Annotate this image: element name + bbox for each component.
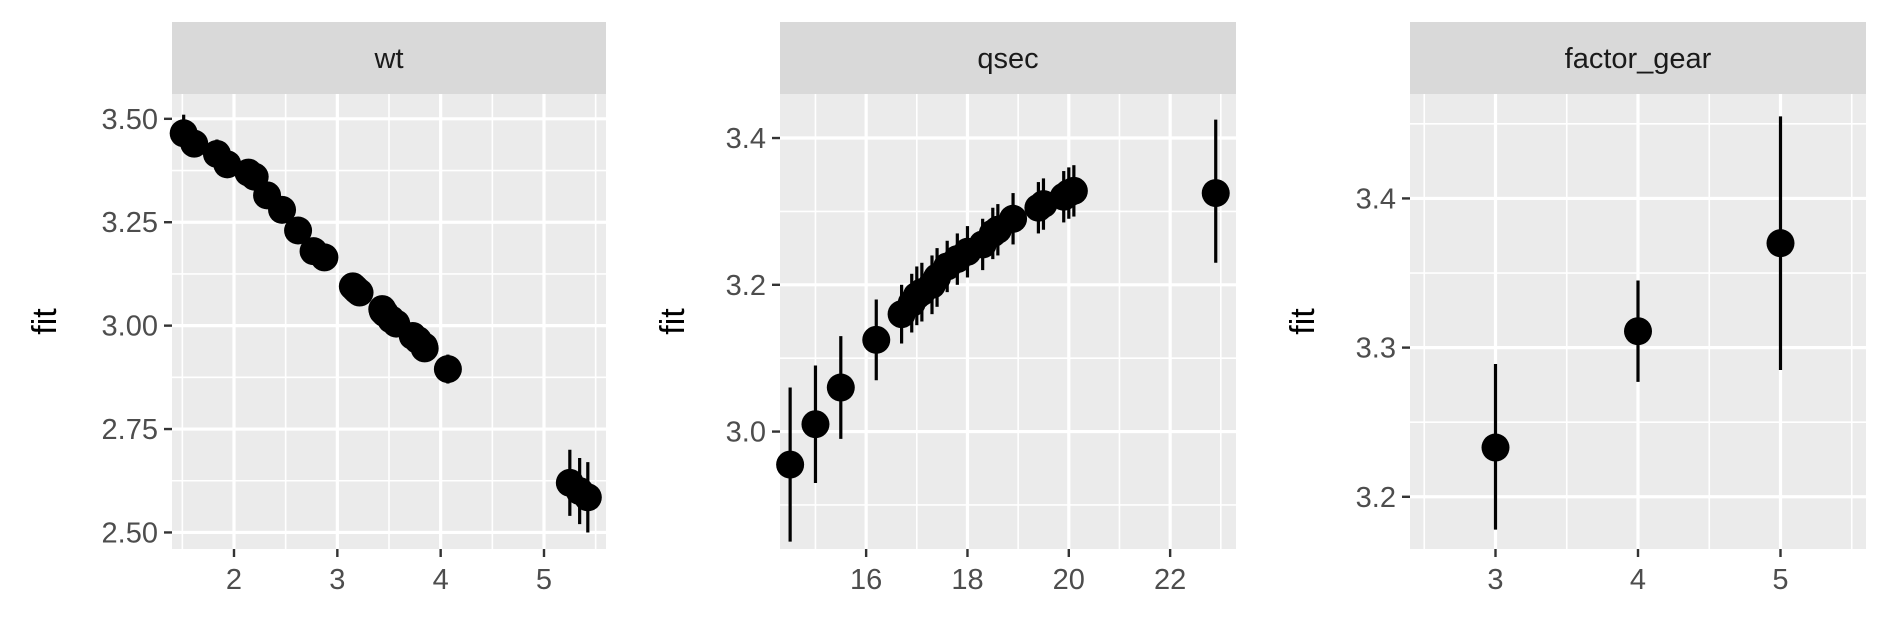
y-tick-label: 3.00 [102, 311, 158, 343]
x-tick-label: 4 [433, 564, 449, 596]
data-point [801, 410, 830, 439]
data-point [180, 129, 209, 158]
data-point [284, 216, 313, 245]
panel-background [780, 94, 1236, 549]
y-tick-label: 3.2 [726, 270, 766, 302]
x-tick-label: 4 [1630, 564, 1646, 596]
data-point [268, 195, 297, 224]
x-tick-label: 22 [1154, 564, 1186, 596]
x-tick-label: 20 [1053, 564, 1085, 596]
facet-strip-label: qsec [977, 43, 1038, 75]
data-point [345, 278, 374, 307]
data-point [1201, 179, 1230, 208]
data-point [213, 150, 242, 179]
data-point [1059, 176, 1088, 205]
y-tick-label: 2.50 [102, 517, 158, 549]
y-axis-title: fit [26, 308, 64, 335]
x-tick-label: 5 [536, 564, 552, 596]
y-tick-label: 3.3 [1356, 333, 1396, 365]
data-point [776, 450, 805, 479]
data-point [410, 334, 439, 363]
facet-factor-gear: factor_gear 3 4 5 3.2 3.3 3.4 fit [1284, 22, 1866, 596]
y-tick-label: 3.50 [102, 104, 158, 136]
x-tick-label: 18 [951, 564, 983, 596]
x-tick-label: 2 [226, 564, 242, 596]
facet-strip-label: factor_gear [1565, 43, 1712, 75]
facet-wt: wt 2 3 4 5 2.50 2.75 3.00 3.25 3.50 fit [26, 22, 606, 596]
data-point [862, 325, 891, 354]
y-axis-title: fit [1284, 308, 1322, 335]
y-tick-label: 3.2 [1356, 482, 1396, 514]
data-point [999, 204, 1028, 233]
y-axis-title: fit [654, 308, 692, 335]
data-point [1481, 433, 1510, 462]
y-tick-label: 3.4 [1356, 183, 1396, 215]
y-tick-label: 2.75 [102, 414, 158, 446]
facet-strip [172, 22, 606, 94]
facet-strip [1410, 22, 1866, 94]
x-tick-label: 3 [329, 564, 345, 596]
data-point [310, 243, 339, 272]
x-tick-label: 5 [1772, 564, 1788, 596]
y-tick-label: 3.25 [102, 207, 158, 239]
data-point [433, 355, 462, 384]
facet-qsec: qsec 16 18 20 22 3.0 3.2 3.4 fit [654, 22, 1236, 596]
data-point [1624, 317, 1652, 346]
data-point [1766, 229, 1795, 258]
y-tick-label: 3.4 [726, 123, 766, 155]
y-tick-label: 3.0 [726, 417, 766, 449]
x-tick-label: 3 [1487, 564, 1503, 596]
data-point [573, 483, 602, 512]
facet-strip [780, 22, 1236, 94]
facet-strip-label: wt [374, 43, 404, 75]
x-tick-label: 16 [850, 564, 882, 596]
data-point [826, 373, 855, 402]
